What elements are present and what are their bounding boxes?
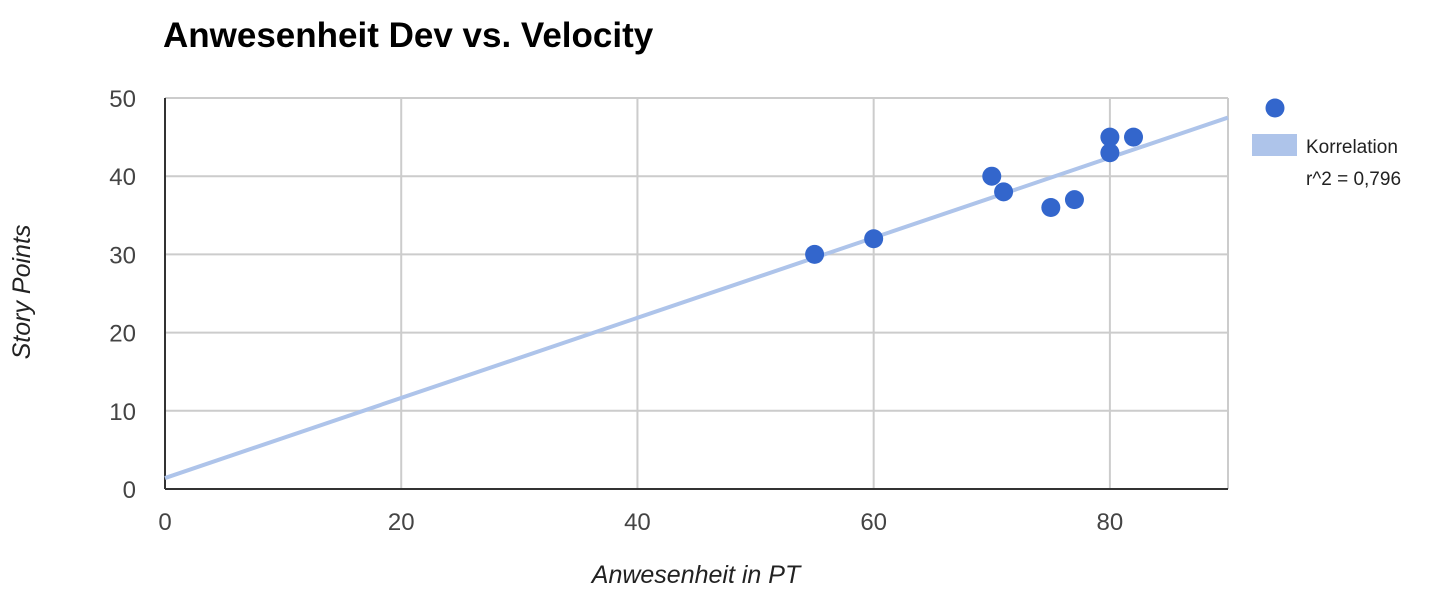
data-points	[805, 127, 1144, 264]
data-point	[994, 182, 1014, 202]
legend-marker-trendline	[1252, 134, 1297, 156]
data-point	[982, 166, 1002, 186]
y-tick-label: 20	[109, 321, 136, 348]
data-point	[805, 244, 825, 264]
data-point	[864, 229, 884, 249]
chart-title: Anwesenheit Dev vs. Velocity	[163, 16, 654, 55]
data-point	[1100, 127, 1120, 147]
legend-label-trendline: Korrelation	[1306, 137, 1398, 158]
data-point	[1124, 127, 1144, 147]
x-tick-label: 80	[1097, 509, 1124, 536]
y-tick-label: 10	[109, 399, 136, 426]
data-point	[1100, 143, 1120, 163]
axes	[164, 98, 1228, 490]
y-axis-title: Story Points	[8, 225, 36, 360]
x-tick-label: 40	[624, 509, 651, 536]
data-point	[1064, 190, 1084, 210]
trendline	[164, 115, 1229, 480]
x-tick-label: 20	[388, 509, 415, 536]
legend-label-r2: r^2 = 0,796	[1306, 169, 1401, 190]
trendline-layer	[164, 115, 1229, 480]
data-point	[1041, 197, 1061, 217]
y-tick-label: 0	[123, 477, 136, 504]
gridlines	[165, 97, 1229, 489]
y-tick-label: 50	[109, 86, 136, 113]
y-tick-label: 30	[109, 242, 136, 269]
x-tick-label: 60	[860, 509, 887, 536]
tick-labels: 0 10 20 30 40 50 0 20 40 60 80	[109, 86, 1123, 536]
x-axis-title: Anwesenheit in PT	[590, 561, 802, 589]
legend: Korrelation r^2 = 0,796	[1252, 98, 1401, 190]
x-tick-label: 0	[158, 509, 171, 536]
y-tick-label: 40	[109, 164, 136, 191]
legend-marker-points	[1265, 98, 1285, 118]
